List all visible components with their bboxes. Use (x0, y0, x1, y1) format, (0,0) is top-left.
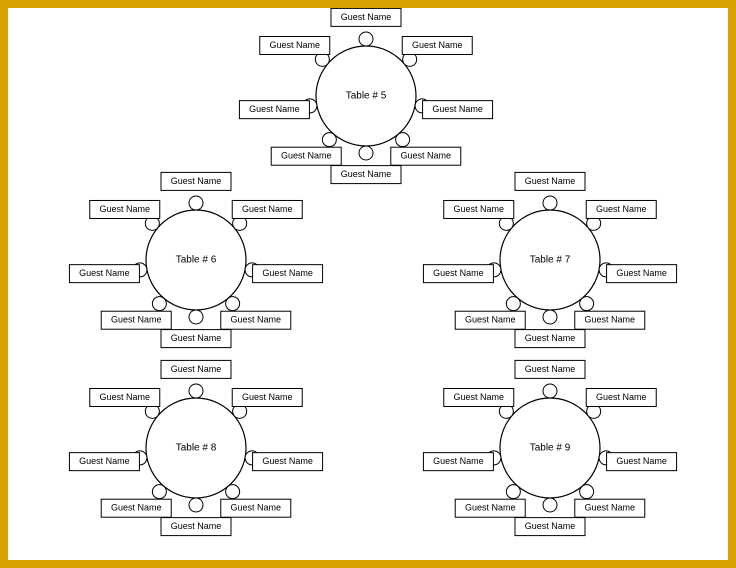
guest-label-text: Guest Name (341, 169, 392, 179)
table-label: Table # 8 (176, 443, 217, 454)
guest-label-text: Guest Name (585, 503, 636, 513)
table-label: Table # 7 (530, 255, 571, 266)
guest-label-text: Guest Name (79, 268, 130, 278)
seat-marker (396, 133, 410, 147)
guest-label-text: Guest Name (596, 392, 647, 402)
guest-label-text: Guest Name (616, 456, 667, 466)
guest-label-text: Guest Name (99, 204, 150, 214)
guest-label-text: Guest Name (525, 521, 576, 531)
table-9: Table # 9 Guest Name Guest Name Guest Name G… (423, 360, 676, 535)
guest-label-text: Guest Name (465, 315, 516, 325)
guest-label-text: Guest Name (99, 392, 150, 402)
table-5: Table # 5 Guest Name Guest Name Guest Name G… (239, 8, 492, 183)
seat-marker (506, 297, 520, 311)
seat-marker (226, 297, 240, 311)
seat-marker (359, 32, 373, 46)
seat-marker (543, 498, 557, 512)
guest-label-text: Guest Name (433, 268, 484, 278)
seat-marker (189, 310, 203, 324)
guest-label-text: Guest Name (171, 333, 222, 343)
guest-label-text: Guest Name (231, 503, 282, 513)
guest-label-text: Guest Name (242, 392, 293, 402)
guest-label-text: Guest Name (432, 104, 483, 114)
seat-marker (189, 384, 203, 398)
seat-marker (543, 384, 557, 398)
seat-marker (580, 297, 594, 311)
guest-label-text: Guest Name (79, 456, 130, 466)
guest-label-text: Guest Name (433, 456, 484, 466)
guest-label-text: Guest Name (616, 268, 667, 278)
seat-marker (359, 146, 373, 160)
guest-label-text: Guest Name (341, 12, 392, 22)
guest-label-text: Guest Name (453, 392, 504, 402)
seat-marker (189, 196, 203, 210)
seat-marker (189, 498, 203, 512)
guest-label-text: Guest Name (453, 204, 504, 214)
table-label: Table # 6 (176, 255, 217, 266)
guest-label-text: Guest Name (525, 364, 576, 374)
table-6: Table # 6 Guest Name Guest Name Guest Name G… (69, 172, 322, 347)
guest-label-text: Guest Name (249, 104, 300, 114)
guest-label-text: Guest Name (596, 204, 647, 214)
guest-label-text: Guest Name (171, 364, 222, 374)
seating-chart-svg: Table # 5 Guest Name Guest Name Guest Name G… (8, 8, 728, 560)
guest-label-text: Guest Name (262, 456, 313, 466)
table-label: Table # 5 (346, 91, 387, 102)
guest-label-text: Guest Name (525, 333, 576, 343)
guest-label-text: Guest Name (412, 40, 463, 50)
table-7: Table # 7 Guest Name Guest Name Guest Name G… (423, 172, 676, 347)
guest-label-text: Guest Name (262, 268, 313, 278)
guest-label-text: Guest Name (401, 151, 452, 161)
guest-label-text: Guest Name (281, 151, 332, 161)
seat-marker (152, 297, 166, 311)
guest-label-text: Guest Name (242, 204, 293, 214)
guest-label-text: Guest Name (525, 176, 576, 186)
seat-marker (226, 485, 240, 499)
table-label: Table # 9 (530, 443, 571, 454)
seating-chart-frame: Table # 5 Guest Name Guest Name Guest Name G… (0, 0, 736, 568)
seat-marker (580, 485, 594, 499)
guest-label-text: Guest Name (231, 315, 282, 325)
guest-label-text: Guest Name (171, 521, 222, 531)
table-8: Table # 8 Guest Name Guest Name Guest Name G… (69, 360, 322, 535)
guest-label-text: Guest Name (585, 315, 636, 325)
guest-label-text: Guest Name (465, 503, 516, 513)
seat-marker (152, 485, 166, 499)
seat-marker (322, 133, 336, 147)
guest-label-text: Guest Name (171, 176, 222, 186)
seat-marker (506, 485, 520, 499)
guest-label-text: Guest Name (111, 315, 162, 325)
guest-label-text: Guest Name (269, 40, 320, 50)
guest-label-text: Guest Name (111, 503, 162, 513)
seat-marker (543, 196, 557, 210)
seat-marker (543, 310, 557, 324)
